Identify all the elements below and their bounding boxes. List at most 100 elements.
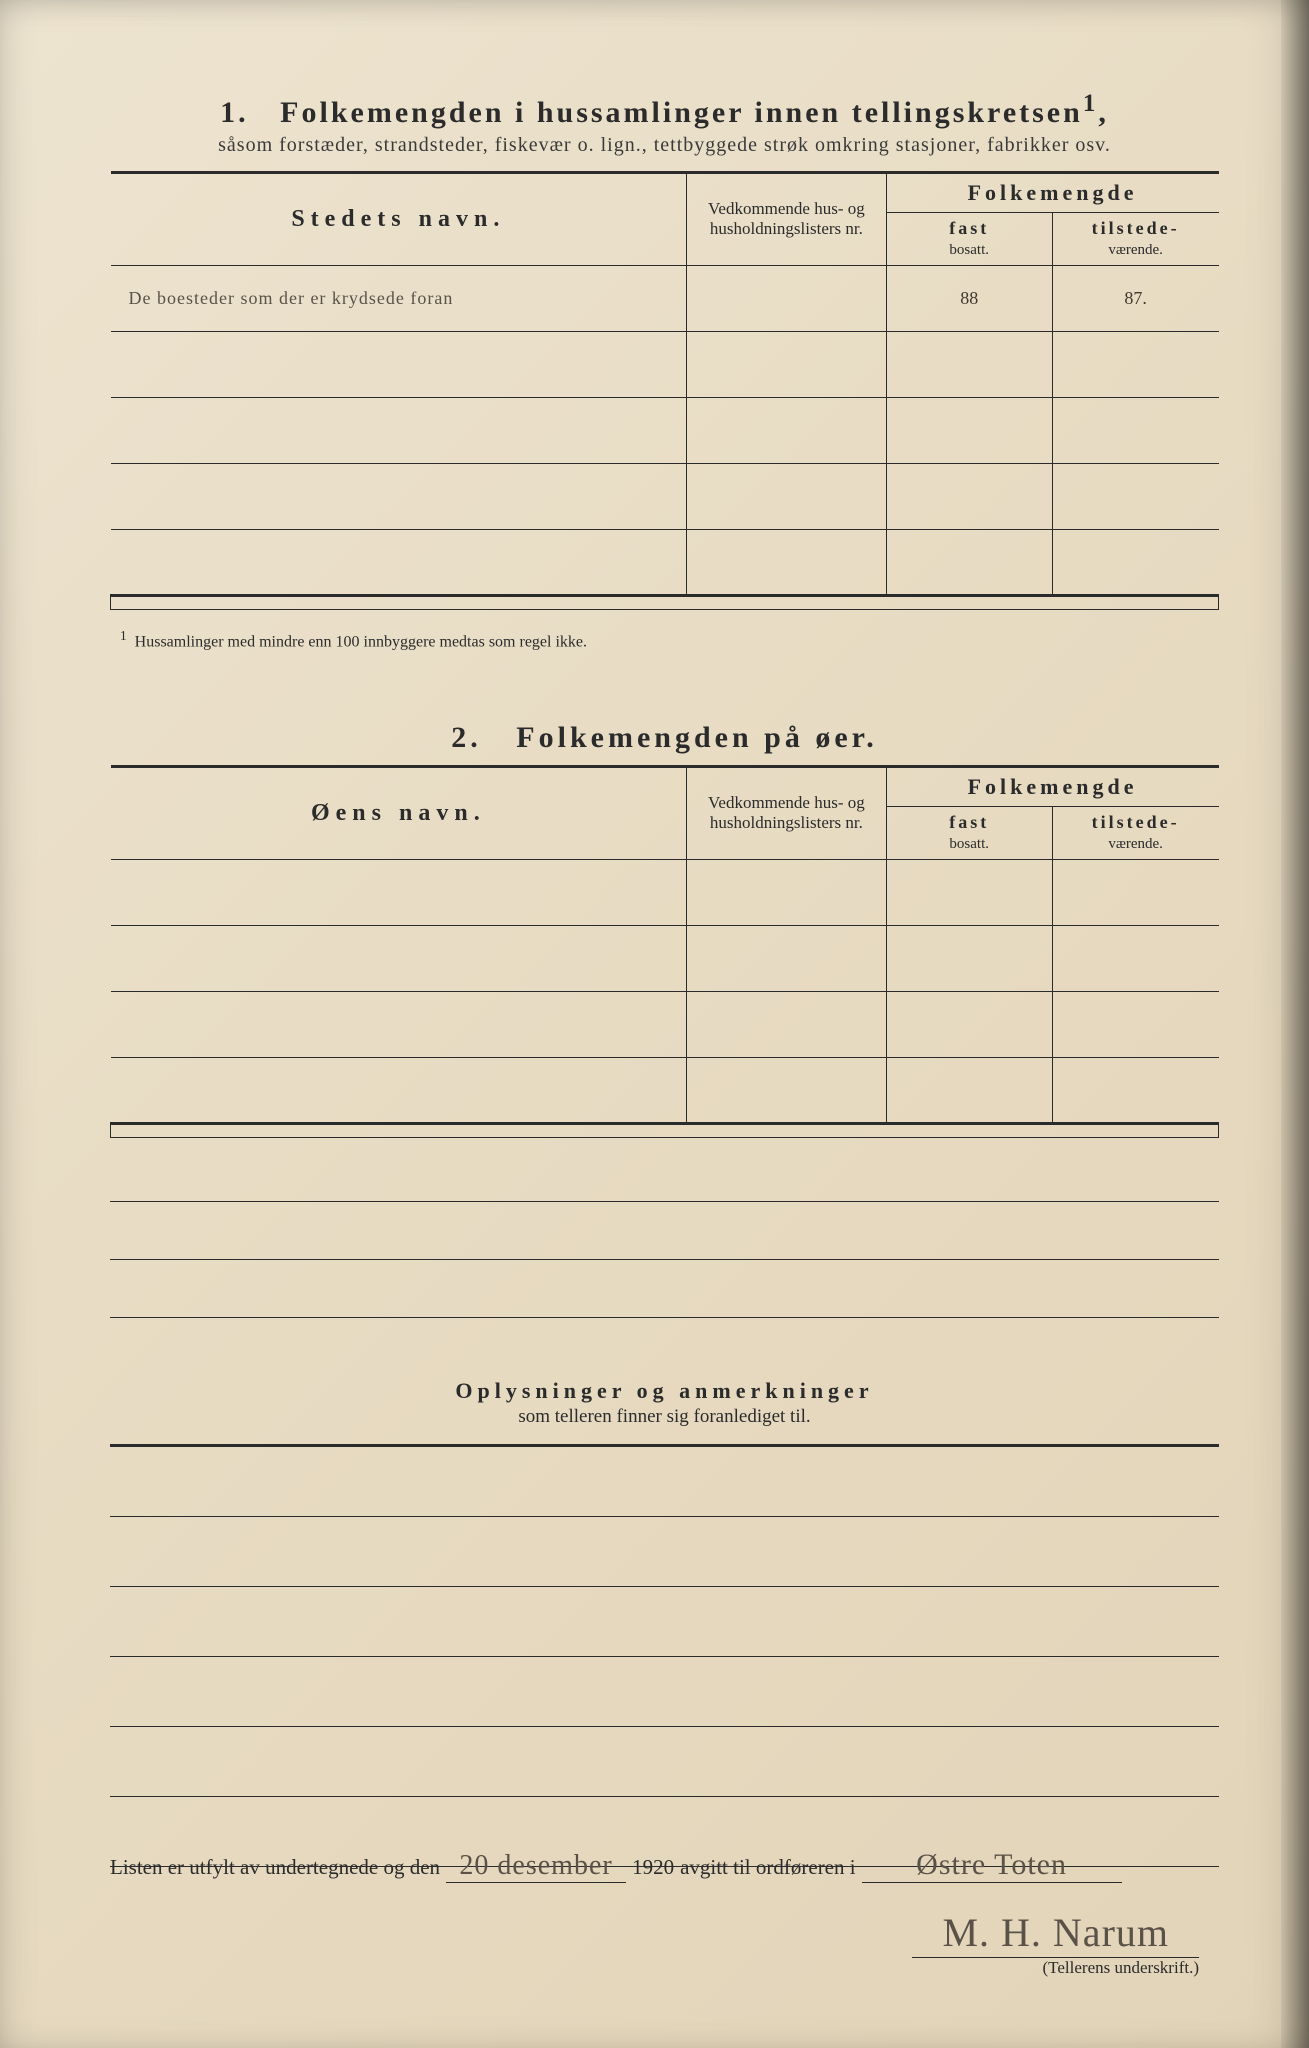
s1-header-lists: Vedkommende hus- og husholdningslisters … [687,173,886,266]
s2-cell-lists [687,925,886,991]
s1-header-tilst-a: tilstede- [1092,218,1180,238]
s2-close [111,1123,1219,1137]
table-row [111,397,1219,463]
s2-header-lists: Vedkommende hus- og husholdningslisters … [687,766,886,859]
s1-header-name: Stedets navn. [111,173,687,266]
s2-cell-name [111,925,687,991]
footer-place: Østre Toten [862,1848,1122,1883]
section1-footnote-sup: 1 [120,628,127,643]
s2-cell-fast [886,991,1052,1057]
s1-cell-name [111,463,687,529]
footer-line: Listen er utfylt av undertegnede og den … [110,1848,1199,1883]
s2-cell-tilst [1052,991,1218,1057]
s2-extra-lines [110,1144,1219,1318]
section-2: 2. Folkemengden på øer. Øens navn. Vedko… [110,721,1219,1318]
table-row [111,925,1219,991]
s1-cell-fast [886,463,1052,529]
footer-text-b: avgitt til ordføreren i [680,1855,856,1880]
s1-header-fast-b: bosatt. [949,242,989,258]
s1-cell-name [111,331,687,397]
s2-body [111,859,1219,1123]
s1-header-fast-a: fast [949,218,989,238]
s1-cell-lists [687,397,886,463]
s2-header-fast-a: fast [949,812,989,832]
ruled-line [110,1517,1219,1587]
s2-cell-name [111,991,687,1057]
s1-header-tilst: tilstede- værende. [1052,213,1218,266]
section1-footnote-text: Hussamlinger med mindre enn 100 innbygge… [135,633,587,650]
section-1: 1. Folkemengden i hussamlinger innen tel… [110,90,1219,651]
s1-cell-lists [687,529,886,595]
s1-cell-name: De boesteder som der er krydsede foran [111,265,687,331]
s1-cell-tilst [1052,397,1218,463]
s2-cell-tilst [1052,1057,1218,1123]
s2-header-fast-b: bosatt. [949,836,989,852]
section1-title-comma: , [1098,96,1109,129]
s2-cell-lists [687,1057,886,1123]
ruled-line [110,1657,1219,1727]
s2-cell-lists [687,991,886,1057]
remarks-subtitle: som telleren finner sig foranlediget til… [110,1406,1219,1428]
s1-body: De boesteder som der er krydsede foran 88… [111,265,1219,595]
remarks-title: Oplysninger og anmerkninger [110,1378,1219,1404]
s1-cell-tilst [1052,529,1218,595]
signature-label: (Tellerens underskrift.) [110,1958,1199,1978]
remarks-section: Oplysninger og anmerkninger som telleren… [110,1378,1219,1867]
table-row [111,859,1219,925]
s2-header-folk: Folkemengde [886,766,1218,806]
s2-header-tilst: tilstede- værende. [1052,806,1218,859]
s2-cell-lists [687,859,886,925]
section1-title: 1. Folkemengden i hussamlinger innen tel… [110,90,1219,130]
table-row [111,991,1219,1057]
ruled-line [110,1447,1219,1517]
s2-header-tilst-b: værende. [1108,836,1163,852]
table-row: De boesteder som der er krydsede foran 88… [111,265,1219,331]
footer: Listen er utfylt av undertegnede og den … [110,1848,1199,1978]
s1-cell-tilst [1052,463,1218,529]
s2-cell-tilst [1052,925,1218,991]
s2-header-tilst-a: tilstede- [1092,812,1180,832]
s1-cell-tilst [1052,331,1218,397]
s2-cell-fast [886,925,1052,991]
table-row [111,331,1219,397]
section1-title-sup: 1 [1083,90,1099,117]
s2-cell-name [111,859,687,925]
table-row [111,463,1219,529]
ruled-line [110,1727,1219,1797]
signature-row: M. H. Narum [110,1909,1199,1956]
section2-table: Øens navn. Vedkommende hus- og husholdni… [110,765,1219,1138]
ruled-line [110,1587,1219,1657]
ruled-line [110,1202,1219,1260]
ruled-line [110,1260,1219,1318]
section1-number: 1. [220,96,249,129]
section1-title-text: Folkemengden i hussamlinger innen tellin… [280,96,1083,129]
s1-cell-fast: 88 [886,265,1052,331]
ruled-line [110,1144,1219,1202]
s2-header-name: Øens navn. [111,766,687,859]
signature: M. H. Narum [912,1910,1199,1958]
s1-close [111,595,1219,609]
section2-title: 2. Folkemengden på øer. [110,721,1219,755]
remarks-lines [110,1447,1219,1867]
table-row [111,529,1219,595]
footer-date: 20 desember [446,1850,626,1883]
s1-cell-tilst: 87. [1052,265,1218,331]
footer-year: 1920 [632,1855,674,1880]
s1-cell-name [111,529,687,595]
s2-header-fast: fast bosatt. [886,806,1052,859]
footer-text-a: Listen er utfylt av undertegnede og den [110,1855,440,1880]
s2-cell-name [111,1057,687,1123]
s1-header-tilst-b: værende. [1108,242,1163,258]
s1-cell-lists [687,463,886,529]
s2-cell-fast [886,859,1052,925]
census-form-page: 1. Folkemengden i hussamlinger innen tel… [0,0,1309,2048]
s1-cell-lists [687,265,886,331]
section1-table: Stedets navn. Vedkommende hus- og hushol… [110,171,1219,610]
s1-cell-name [111,397,687,463]
s1-header-folk: Folkemengde [886,173,1218,213]
table-row [111,1057,1219,1123]
section1-subtitle: såsom forstæder, strandsteder, fiskevær … [110,134,1219,157]
section1-footnote: 1 Hussamlinger med mindre enn 100 innbyg… [110,628,1219,651]
s1-cell-fast [886,397,1052,463]
section2-number: 2. [451,721,482,754]
